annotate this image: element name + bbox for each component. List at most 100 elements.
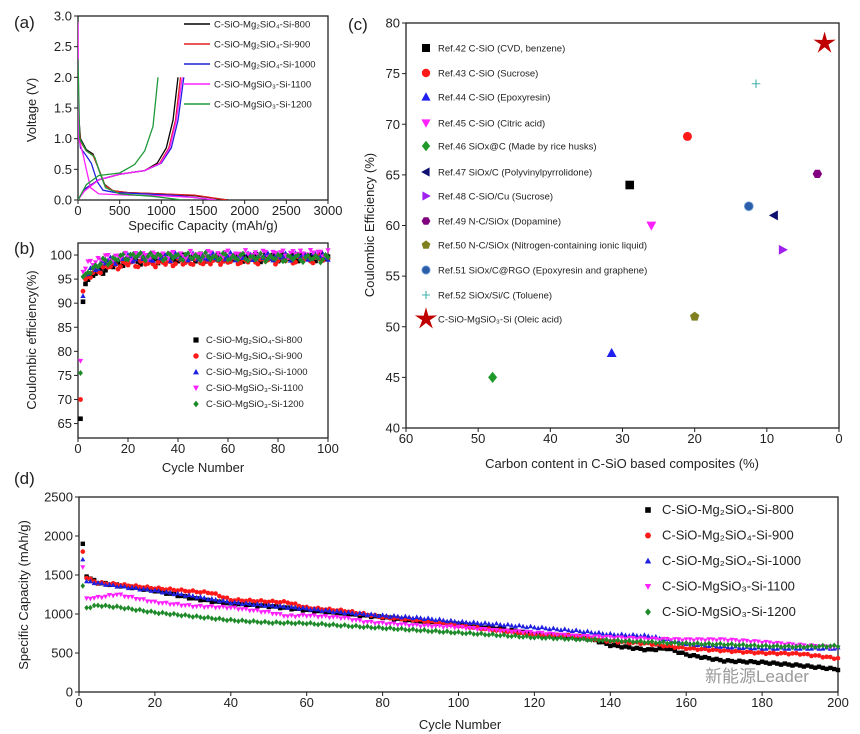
data-point xyxy=(300,605,306,610)
legend-marker xyxy=(422,191,431,201)
data-point xyxy=(274,619,279,625)
data-point xyxy=(676,645,681,650)
data-point xyxy=(194,589,199,595)
data-point xyxy=(683,640,689,646)
data-point xyxy=(140,586,147,591)
y-tick-label: 2500 xyxy=(44,490,73,505)
y-tick-label: 50 xyxy=(386,319,400,334)
data-point xyxy=(828,643,833,649)
data-point xyxy=(274,599,279,605)
data-point xyxy=(180,257,186,264)
data-point xyxy=(213,605,219,611)
data-point xyxy=(160,609,165,616)
data-point xyxy=(364,620,370,625)
legend-label: Ref.51 SiOx/C@RGO (Epoxyresin and graphe… xyxy=(438,266,647,277)
data-point xyxy=(148,585,154,591)
data-point xyxy=(524,629,530,635)
data-point xyxy=(558,627,564,633)
y-tick-label: 2.5 xyxy=(54,39,72,54)
data-point xyxy=(99,603,105,610)
data-point xyxy=(634,638,640,645)
data-point xyxy=(748,659,753,664)
data-point xyxy=(330,621,336,628)
data-point xyxy=(714,638,720,644)
data-point xyxy=(364,612,370,618)
data-point xyxy=(740,650,746,655)
data-point xyxy=(87,596,93,602)
legend-label: C-SiO-MgSiO₃-Si (Oleic acid) xyxy=(438,315,562,326)
y-tick-label: 0 xyxy=(66,685,73,700)
data-point xyxy=(782,650,788,656)
data-point xyxy=(376,624,382,630)
data-point xyxy=(687,637,693,643)
data-point xyxy=(391,621,397,627)
data-point xyxy=(266,602,272,607)
data-point xyxy=(797,663,803,668)
data-point xyxy=(190,255,196,262)
data-point xyxy=(665,646,670,652)
data-point xyxy=(153,264,158,270)
y-tick-label: 0.5 xyxy=(54,162,72,177)
data-point xyxy=(357,618,363,624)
data-point xyxy=(80,583,86,589)
data-point xyxy=(243,603,249,608)
data-point xyxy=(737,648,742,654)
data-point xyxy=(308,619,313,626)
data-point xyxy=(608,643,613,649)
data-point xyxy=(831,642,837,649)
data-point xyxy=(247,600,253,606)
x-tick-label: 100 xyxy=(317,441,339,456)
data-point xyxy=(186,589,192,594)
data-point xyxy=(290,248,296,254)
data-point xyxy=(118,264,123,269)
legend-marker xyxy=(421,92,431,101)
data-point xyxy=(471,619,477,625)
y-tick-label: 2.0 xyxy=(54,70,72,85)
legend-label: C-SiO-Mg₂SiO₄-Si-1000 xyxy=(662,553,801,568)
data-point xyxy=(353,611,359,617)
data-point xyxy=(293,601,298,607)
discharge-curve-2 xyxy=(78,126,216,200)
data-point xyxy=(122,605,127,612)
legend-label: C-SiO-Mg₂SiO₄-Si-800 xyxy=(206,335,302,346)
data-point xyxy=(488,371,498,383)
data-point xyxy=(357,610,363,616)
data-point xyxy=(92,267,99,273)
data-point xyxy=(649,647,655,652)
y-tick-label: 80 xyxy=(58,344,72,359)
data-point xyxy=(721,642,727,648)
data-point xyxy=(391,626,397,632)
data-point xyxy=(399,614,405,620)
data-point xyxy=(771,660,776,665)
data-point xyxy=(751,79,761,89)
data-point xyxy=(744,660,750,665)
data-point xyxy=(763,646,769,651)
data-point xyxy=(198,614,203,621)
data-point xyxy=(661,643,666,649)
data-point xyxy=(778,662,784,667)
data-point xyxy=(175,593,180,599)
x-tick-label: 40 xyxy=(171,441,185,456)
data-point xyxy=(474,620,481,625)
data-point xyxy=(813,31,836,53)
data-point xyxy=(505,628,511,634)
data-point xyxy=(190,593,196,598)
data-point xyxy=(220,255,226,260)
data-point xyxy=(569,628,575,633)
legend-label: C-SiO-Mg₂SiO₄-Si-1000 xyxy=(206,367,308,378)
data-point xyxy=(425,623,431,629)
legend-marker xyxy=(193,400,199,408)
data-point xyxy=(103,602,108,609)
data-point xyxy=(232,602,237,608)
data-point xyxy=(733,638,739,643)
data-point xyxy=(440,625,446,631)
data-point xyxy=(137,606,143,613)
data-point xyxy=(657,639,662,646)
data-point xyxy=(790,644,795,651)
data-point xyxy=(740,659,746,664)
data-point xyxy=(748,649,754,655)
data-point xyxy=(494,632,499,639)
data-point xyxy=(793,643,799,650)
data-point xyxy=(129,594,135,600)
